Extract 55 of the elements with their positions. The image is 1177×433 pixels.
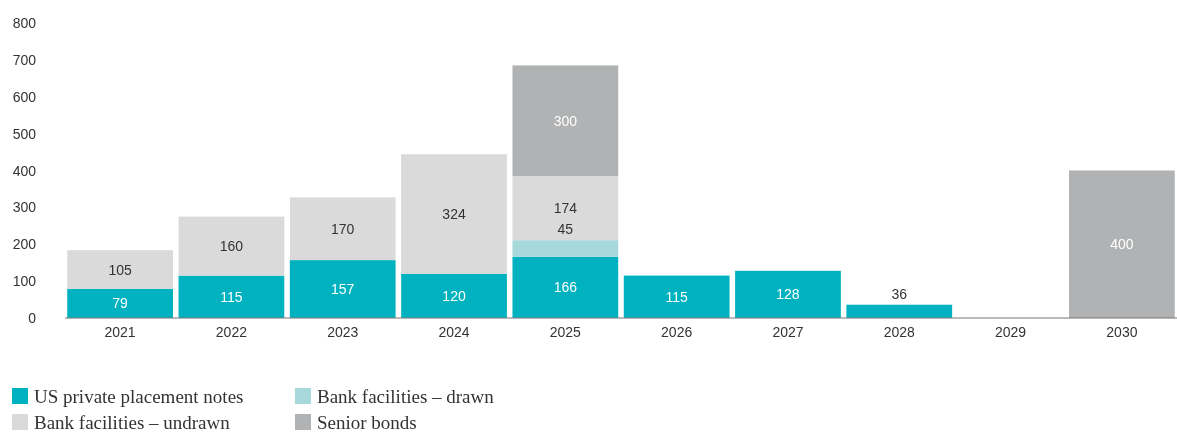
- x-tick-label: 2022: [215, 324, 248, 340]
- bar: [289, 260, 396, 318]
- data-label: 160: [219, 238, 244, 255]
- data-label: 300: [553, 112, 578, 129]
- bar: [735, 270, 841, 318]
- legend-label: Bank facilities – undrawn: [34, 412, 231, 433]
- bar: [512, 256, 619, 318]
- data-label: 324: [442, 206, 466, 223]
- bar: [401, 273, 507, 318]
- bar: [178, 275, 285, 318]
- data-label: 170: [331, 220, 355, 237]
- data-label: 36: [891, 285, 908, 302]
- x-tick-label: 2029: [995, 324, 1027, 340]
- data-label: 400: [1110, 236, 1134, 253]
- y-tick-label: 100: [12, 273, 37, 290]
- y-tick-label: 800: [12, 15, 37, 31]
- y-tick-label: 700: [12, 51, 37, 68]
- data-label: 105: [108, 261, 132, 278]
- bar: [512, 240, 619, 257]
- data-label: 115: [220, 288, 243, 305]
- y-tick-label: 200: [12, 236, 37, 253]
- data-label: 157: [331, 281, 355, 298]
- x-tick-label: 2023: [327, 324, 359, 340]
- x-tick-label: 2024: [438, 324, 470, 340]
- y-tick-label: 500: [12, 125, 37, 142]
- x-tick-label: 2030: [1106, 324, 1138, 340]
- bar: [512, 65, 619, 177]
- legend-label: Senior bonds: [317, 412, 417, 433]
- legend-label: Bank facilities – drawn: [317, 386, 495, 407]
- legend-label: US private placement notes: [34, 386, 244, 407]
- bar: [178, 216, 285, 276]
- x-tick-label: 2021: [104, 324, 136, 340]
- y-tick-label: 400: [12, 162, 37, 179]
- bar: [623, 275, 730, 318]
- bar: [289, 197, 396, 261]
- data-label: 128: [776, 286, 800, 303]
- data-label: 166: [553, 279, 578, 296]
- data-label: 79: [112, 295, 129, 312]
- bar: [512, 176, 619, 241]
- bar: [1069, 170, 1175, 318]
- bar: [401, 154, 507, 274]
- y-tick-label: 600: [12, 88, 37, 105]
- data-label: 120: [442, 287, 466, 304]
- x-tick-label: 2027: [772, 324, 804, 340]
- x-tick-label: 2026: [661, 324, 693, 340]
- x-tick-label: 2025: [549, 324, 582, 340]
- bar: [67, 288, 173, 318]
- data-label: 174: [553, 200, 578, 217]
- bar: [846, 304, 953, 318]
- x-tick-label: 2028: [883, 324, 916, 340]
- y-tick-label: 300: [12, 199, 37, 216]
- bar: [67, 250, 173, 289]
- data-label: 45: [557, 221, 574, 238]
- data-label: 115: [665, 288, 689, 305]
- y-tick-label: 0: [28, 310, 37, 326]
